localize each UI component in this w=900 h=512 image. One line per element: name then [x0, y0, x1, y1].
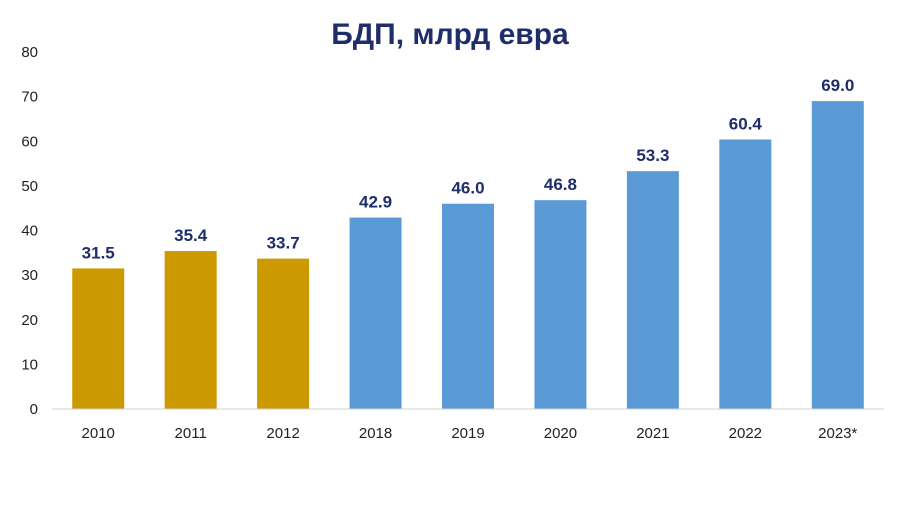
data-label: 35.4	[174, 226, 208, 245]
bar	[72, 268, 125, 409]
data-label: 53.3	[636, 146, 669, 165]
y-tick-label: 80	[21, 44, 38, 61]
data-label: 46.8	[544, 175, 577, 194]
x-tick-label: 2012	[266, 425, 299, 442]
bar	[442, 203, 494, 409]
bar	[164, 251, 217, 409]
y-tick-label: 10	[21, 356, 38, 373]
x-tick-label: 2018	[359, 425, 392, 442]
x-tick-label: 2022	[729, 425, 762, 442]
x-tick-label: 2023*	[818, 425, 857, 442]
data-label: 42.9	[359, 193, 392, 212]
bar	[811, 101, 864, 410]
bar	[349, 217, 402, 409]
y-tick-label: 30	[21, 267, 38, 284]
x-tick-label: 2021	[636, 425, 669, 442]
y-tick-label: 20	[21, 312, 38, 329]
data-label: 69.0	[821, 76, 854, 95]
bar	[626, 171, 679, 409]
bars: 31.5 35.4 33.7 42.9 46.0 46.8 53.3 60.4 69.0	[72, 76, 864, 410]
y-tick-label: 60	[21, 133, 38, 150]
x-tick-label: 2010	[82, 425, 115, 442]
y-tick-label: 40	[21, 223, 38, 240]
x-tick-label: 2019	[451, 425, 484, 442]
bar	[257, 258, 310, 409]
data-label: 33.7	[267, 234, 300, 253]
y-tick-label: 0	[30, 401, 38, 418]
x-tick-label: 2011	[175, 425, 207, 442]
y-axis: 0 10 20 30 40 50 60 70 80	[21, 44, 38, 418]
bar	[719, 139, 772, 409]
data-label: 46.0	[451, 179, 484, 198]
x-axis: 2010 2011 2012 2018 2019 2020 2021 2022 2023*	[52, 408, 884, 442]
x-tick-label: 2020	[544, 425, 577, 442]
bar	[534, 200, 587, 409]
y-tick-label: 50	[21, 178, 38, 195]
y-tick-label: 70	[21, 89, 38, 106]
data-label: 31.5	[82, 243, 115, 262]
chart-title: БДП, млрд евра	[331, 18, 569, 51]
data-label: 60.4	[729, 114, 763, 133]
